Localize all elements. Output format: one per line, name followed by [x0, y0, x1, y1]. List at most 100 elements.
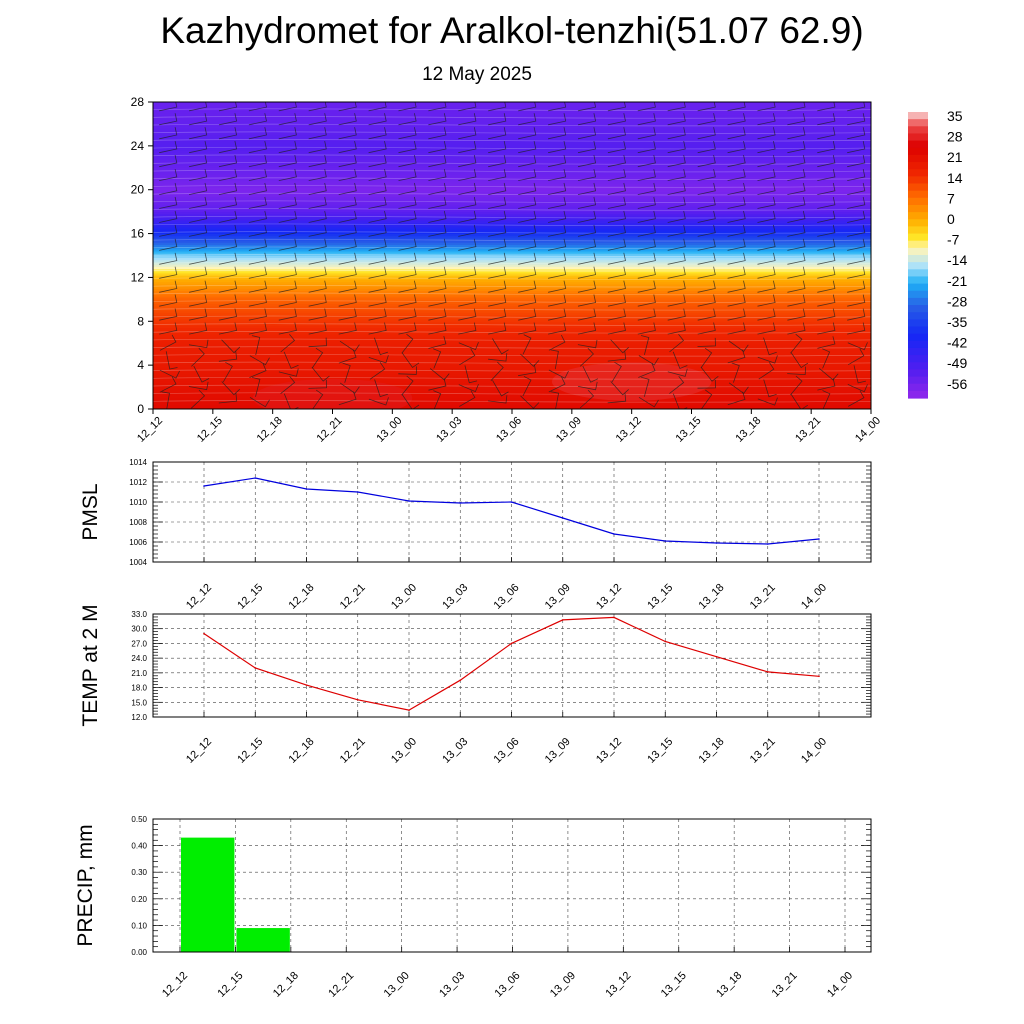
wind-barb: [697, 379, 716, 389]
heatmap-band: [153, 281, 871, 285]
wind-barb: [159, 252, 178, 265]
wind-barb: [278, 294, 297, 307]
wind-barb: [548, 141, 567, 154]
wind-barb: [667, 252, 686, 265]
heatmap-band: [153, 314, 871, 318]
wind-barb: [311, 366, 330, 382]
wind-barb: [458, 113, 477, 126]
wind-barb: [727, 349, 746, 364]
wind-barb: [787, 252, 806, 265]
wind-barb: [368, 155, 387, 168]
wind-barb: [577, 127, 597, 140]
heatmap-band: [153, 228, 871, 232]
heatmap-band: [153, 283, 871, 287]
heatmap-band: [153, 206, 871, 210]
x-tick-label: 13_00: [389, 582, 419, 612]
wind-barb: [159, 322, 178, 335]
heatmap-band: [153, 323, 871, 327]
wind-barb: [548, 280, 567, 293]
wind-barb: [428, 155, 447, 168]
wind-barb: [518, 196, 537, 209]
wind-barb: [488, 141, 507, 154]
x-tick-label: 12_15: [195, 415, 225, 445]
wind-barb: [368, 113, 387, 126]
plot-frame: [152, 461, 872, 563]
wind-barb: [610, 381, 629, 396]
wind-barb: [159, 369, 180, 379]
wind-barb: [672, 351, 688, 370]
wind-barb: [398, 210, 417, 223]
temp-point: [356, 699, 359, 701]
heatmap-band: [153, 391, 871, 395]
y-tick-label: 0.10: [131, 921, 147, 930]
wind-barb: [458, 308, 477, 321]
contour-line: [153, 246, 871, 250]
y-axis-label: PRECIP, mm: [74, 824, 97, 946]
wind-barb: [433, 348, 442, 369]
colorbar-swatch: [908, 326, 928, 335]
wind-barb: [847, 342, 868, 351]
x-tick-label: 13_21: [748, 582, 778, 612]
wind-barb: [428, 113, 447, 126]
wind-barb: [159, 376, 177, 393]
wind-barb: [428, 322, 447, 335]
heatmap-band: [153, 259, 871, 263]
wind-barb: [727, 224, 746, 237]
wind-barb: [667, 322, 686, 335]
wind-barb: [368, 294, 387, 307]
wind-barb: [577, 339, 598, 349]
wind-barb: [847, 196, 866, 209]
wind-barb: [459, 390, 476, 407]
wind-barb: [548, 308, 567, 321]
wind-barb: [817, 280, 836, 293]
wind-barb: [338, 102, 357, 112]
wind-barb: [787, 294, 806, 307]
wind-barb: [518, 224, 537, 237]
colorbar-label: -7: [947, 232, 960, 248]
wind-barb: [817, 322, 836, 335]
wind-barb: [787, 169, 806, 181]
heatmap-band: [153, 195, 871, 199]
wind-barb: [607, 113, 626, 126]
x-tick-label: 13_03: [437, 970, 467, 1000]
wind-barb: [368, 127, 387, 140]
x-tick-label: 13_12: [594, 736, 624, 766]
wind-barb: [369, 362, 386, 380]
wind-barb: [787, 182, 806, 195]
heatmap-band: [153, 145, 871, 149]
wind-barb: [697, 169, 716, 181]
wind-barb: [218, 210, 238, 223]
wind-barb: [637, 266, 656, 279]
wind-barb: [548, 155, 567, 168]
heatmap-band: [153, 279, 871, 283]
x-tick-label: 13_12: [603, 970, 633, 1000]
heatmap-band: [153, 307, 871, 311]
wind-barb: [308, 224, 327, 237]
wind-barb: [221, 339, 241, 354]
wind-barb: [757, 322, 776, 335]
colorbar-swatch: [908, 297, 928, 306]
x-tick-label: 13_03: [434, 415, 464, 445]
wind-barb: [697, 127, 716, 140]
wind-barb: [218, 266, 238, 279]
wind-barb: [727, 182, 746, 195]
wind-barb: [728, 382, 749, 394]
wind-barb: [368, 322, 387, 335]
wind-barb: [159, 224, 178, 237]
wind-barb: [577, 280, 597, 293]
heatmap-band: [153, 331, 871, 335]
wind-barb: [758, 362, 775, 380]
wind-barb: [189, 196, 208, 209]
wind-barb: [278, 196, 297, 209]
wind-barb: [338, 280, 357, 293]
heatmap-band: [153, 248, 871, 252]
y-tick-label: 21.0: [131, 669, 147, 678]
colorbar-swatch: [908, 276, 928, 285]
wind-barb: [278, 102, 297, 112]
wind-barb: [248, 113, 267, 126]
wind-barb: [847, 294, 866, 307]
heatmap-band: [153, 230, 871, 234]
contour-line: [153, 384, 871, 388]
y-tick-label: 18.0: [131, 684, 147, 693]
y-tick-label: 0.00: [131, 948, 147, 957]
